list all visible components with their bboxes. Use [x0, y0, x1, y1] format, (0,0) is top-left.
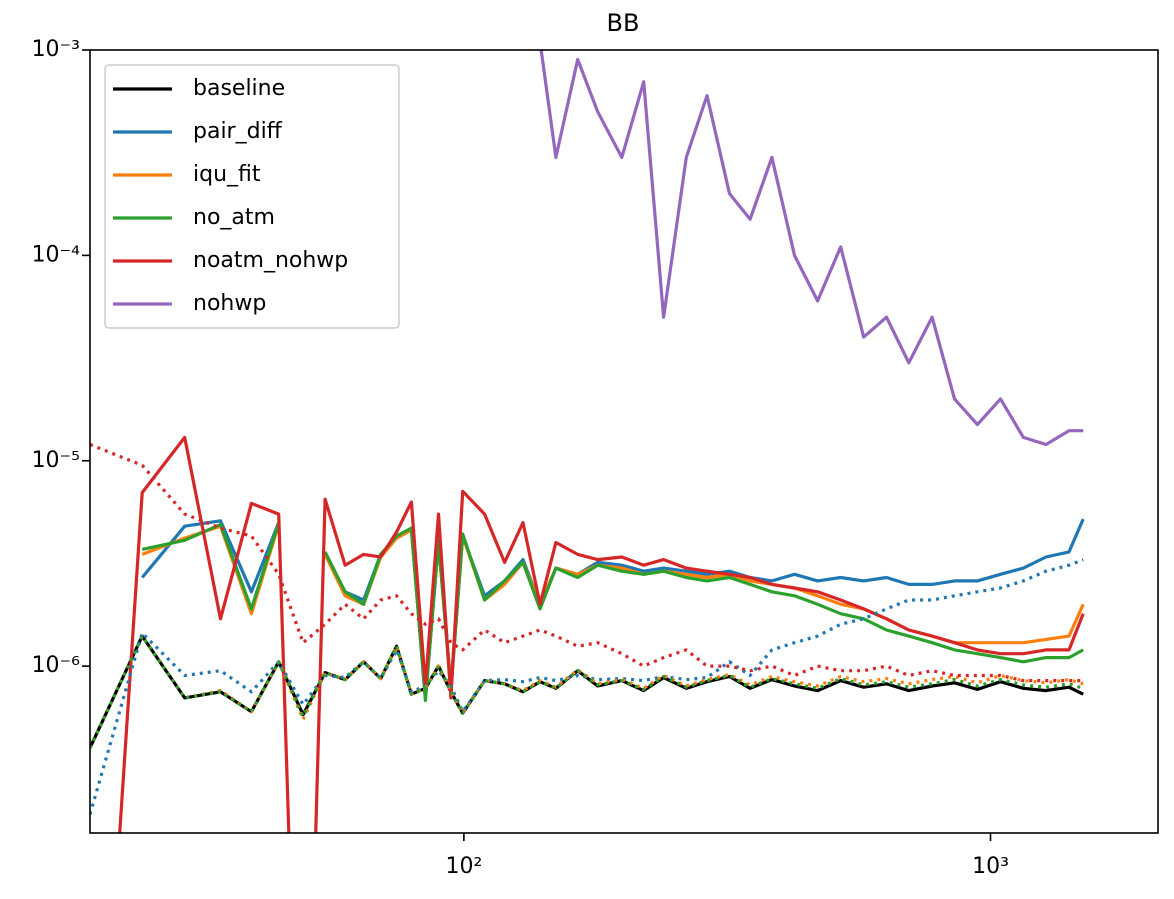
- plot-lines: [90, 50, 1085, 833]
- series-line: [539, 50, 1084, 447]
- y-tick-label: 10⁻⁴: [32, 242, 81, 267]
- dotted-line: [90, 443, 1084, 683]
- x-tick-label: 10³: [972, 854, 1009, 879]
- series-line: [90, 634, 1084, 749]
- dotted-line: [90, 634, 1084, 749]
- legend-label: no_atm: [193, 205, 275, 230]
- legend-label: nohwp: [193, 291, 266, 316]
- legend-box: [104, 64, 400, 329]
- dotted-line: [90, 558, 1084, 815]
- plot-frame: [89, 49, 1159, 834]
- chart-title: BB: [607, 9, 640, 37]
- x-tick-label: 10²: [445, 854, 482, 879]
- y-tick-label: 10⁻³: [32, 37, 80, 62]
- y-tick-label: 10⁻⁵: [32, 448, 80, 473]
- dotted-line: [90, 634, 1084, 749]
- legend-label: iqu_fit: [193, 162, 261, 187]
- y-tick-label: 10⁻⁶: [32, 653, 81, 678]
- legend-label: pair_diff: [193, 119, 283, 144]
- series-line: [118, 435, 1085, 833]
- legend-label: baseline: [193, 76, 285, 101]
- legend-label: noatm_nohwp: [193, 248, 348, 273]
